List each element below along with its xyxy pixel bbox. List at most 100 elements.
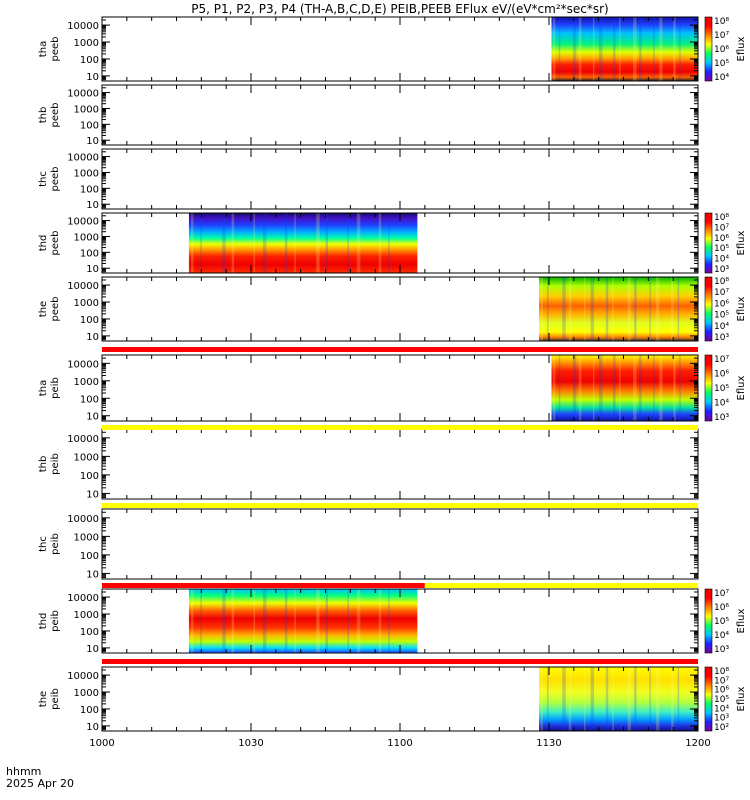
colorbar-scale bbox=[704, 212, 713, 274]
y-tick-label: 10 bbox=[86, 722, 99, 733]
panel-label-product: peib bbox=[50, 453, 61, 475]
y-tick-label: 100 bbox=[80, 627, 99, 638]
y-tick-label: 100 bbox=[80, 551, 99, 562]
y-tick-label: 1000 bbox=[74, 610, 99, 621]
y-tick-label: 10000 bbox=[67, 359, 99, 370]
y-tick-label: 1000 bbox=[74, 38, 99, 49]
colorbar-tick-label: 10⁶ bbox=[714, 299, 729, 309]
y-tick-label: 100 bbox=[80, 248, 99, 259]
colorbar-tick-label: 10⁴ bbox=[714, 399, 729, 409]
y-tick-label: 100 bbox=[80, 471, 99, 482]
colorbar-label: Eflux bbox=[736, 230, 747, 255]
y-tick-label: 10000 bbox=[67, 593, 99, 604]
panel-tha-peib: 10 100 1000 10000 tha peib 10³ 10⁴ 10⁵ 10⁶ 10⁷ Eflu… bbox=[38, 354, 747, 423]
y-ticks bbox=[102, 148, 698, 210]
panel-label-probe: thc bbox=[38, 536, 49, 552]
panel-label-product: peeb bbox=[50, 37, 61, 62]
x-ticks bbox=[101, 429, 699, 499]
colorbar-tick-label: 10⁴ bbox=[714, 322, 729, 332]
panel-label-product: peib bbox=[50, 688, 61, 710]
colorbar-label: Eflux bbox=[736, 686, 747, 711]
y-tick-label: 1000 bbox=[74, 168, 99, 179]
y-tick-label: 100 bbox=[80, 120, 99, 131]
y-tick-label: 1000 bbox=[74, 377, 99, 388]
panel-frame bbox=[101, 508, 699, 580]
y-ticks bbox=[102, 508, 698, 580]
panel-label-probe: thb bbox=[38, 456, 49, 473]
x-ticks bbox=[101, 213, 699, 273]
x-ticks bbox=[101, 277, 699, 341]
y-tick-label: 10000 bbox=[67, 217, 99, 228]
y-tick-label: 1000 bbox=[74, 688, 99, 699]
spectrogram-texture bbox=[540, 277, 680, 341]
x-ticks bbox=[101, 667, 699, 731]
colorbar-tick-label: 10⁴ bbox=[714, 631, 729, 641]
y-tick-label: 10 bbox=[86, 644, 99, 655]
x-ticks bbox=[101, 149, 699, 209]
colorbar-tick-label: 10³ bbox=[714, 265, 729, 275]
panel-label-product: peib bbox=[50, 377, 61, 399]
y-tick-label: 100 bbox=[80, 55, 99, 66]
mode-bar-segment bbox=[102, 503, 698, 508]
y-tick-label: 100 bbox=[80, 184, 99, 195]
colorbar-tick-label: 10⁵ bbox=[714, 695, 729, 705]
colorbar-tick-label: 10³ bbox=[714, 333, 729, 343]
colorbar-tick-label: 10⁴ bbox=[714, 73, 729, 83]
x-tick-label: 1100 bbox=[387, 738, 412, 749]
colorbar-tick-label: 10⁵ bbox=[714, 617, 729, 627]
y-tick-label: 10 bbox=[86, 412, 99, 423]
colorbar-tick-label: 10³ bbox=[714, 413, 729, 423]
colorbar-tick-label: 10³ bbox=[714, 645, 729, 655]
spectrogram-texture bbox=[552, 355, 681, 421]
panel-label-probe: tha bbox=[38, 41, 49, 57]
panel-frame bbox=[101, 428, 699, 500]
y-ticks bbox=[102, 276, 698, 342]
y-tick-label: 10000 bbox=[67, 21, 99, 32]
spectrogram-texture bbox=[190, 213, 390, 273]
mode-bars bbox=[102, 347, 698, 664]
panel-label-product: peeb bbox=[50, 297, 61, 322]
y-tick-label: 1000 bbox=[74, 532, 99, 543]
x-tick-label: 1130 bbox=[536, 738, 561, 749]
spectrogram-texture bbox=[540, 667, 680, 731]
panel-label-probe: thb bbox=[38, 107, 49, 124]
colorbar-tick-label: 10⁸ bbox=[714, 277, 729, 287]
spectrogram-texture bbox=[552, 17, 681, 81]
y-tick-label: 10 bbox=[86, 264, 99, 275]
panel-label-product: peeb bbox=[50, 103, 61, 128]
x-ticks bbox=[101, 355, 699, 421]
mode-bar-segment bbox=[102, 347, 698, 352]
y-tick-label: 10 bbox=[86, 489, 99, 500]
colorbar-tick-label: 10⁷ bbox=[714, 288, 729, 298]
colorbar-tick-label: 10⁵ bbox=[714, 311, 729, 321]
spectrogram-the-peib bbox=[539, 667, 698, 731]
panel-thc-peib: 10 100 1000 10000 thc peib bbox=[38, 508, 699, 580]
colorbar-scale bbox=[704, 588, 713, 654]
y-tick-label: 10 bbox=[86, 72, 99, 83]
x-ticks bbox=[101, 17, 699, 81]
y-tick-label: 10000 bbox=[67, 434, 99, 445]
y-tick-label: 10000 bbox=[67, 153, 99, 164]
mode-bar-segment bbox=[102, 583, 425, 588]
colorbar-tick-label: 10⁸ bbox=[714, 17, 729, 27]
y-tick-label: 10000 bbox=[67, 671, 99, 682]
panel-label-product: peib bbox=[50, 533, 61, 555]
y-ticks bbox=[102, 588, 698, 654]
mode-bar bbox=[102, 659, 698, 664]
y-tick-label: 10 bbox=[86, 136, 99, 147]
colorbar-label: Eflux bbox=[736, 296, 747, 321]
panel-the-peib: 10 100 1000 10000 the peib 10²10³10⁴10⁵10⁶10⁷1… bbox=[38, 666, 747, 733]
x-ticks bbox=[101, 589, 699, 653]
colorbar: 10³ 10⁴ 10⁵ 10⁶ 10⁷ Eflux bbox=[704, 588, 747, 655]
panel-frame bbox=[101, 148, 699, 210]
colorbar-tick-label: 10² bbox=[714, 723, 729, 733]
y-tick-label: 1000 bbox=[74, 232, 99, 243]
mode-bar bbox=[102, 503, 698, 508]
colorbar-tick-label: 10⁶ bbox=[714, 45, 729, 55]
colorbar-tick-label: 10⁶ bbox=[714, 686, 729, 696]
time-axis: 1000 1030 1100 1130 1200 bbox=[89, 738, 710, 749]
spectrogram-texture bbox=[190, 589, 390, 653]
panel-label-probe: thd bbox=[38, 613, 49, 630]
